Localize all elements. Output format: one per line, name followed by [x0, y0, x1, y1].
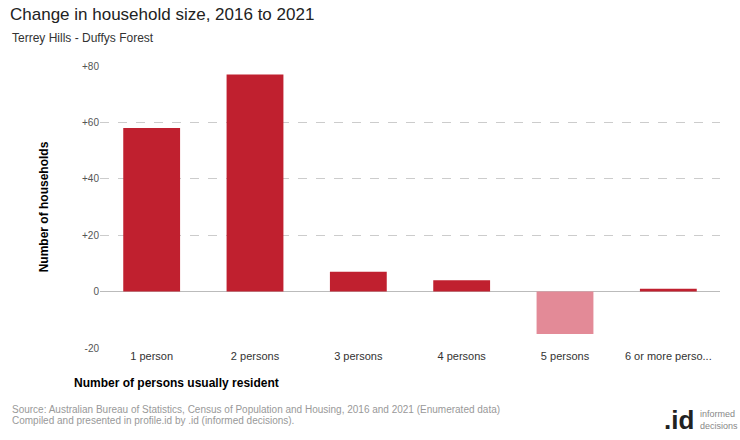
svg-text:3 persons: 3 persons: [334, 350, 383, 362]
svg-text:1 person: 1 person: [130, 350, 173, 362]
svg-text:2 persons: 2 persons: [231, 350, 280, 362]
svg-text:5 persons: 5 persons: [541, 350, 590, 362]
svg-text:6 or more perso...: 6 or more perso...: [625, 350, 712, 362]
svg-text:Terrey Hills - Duffys Forest: Terrey Hills - Duffys Forest: [12, 31, 154, 45]
svg-text:Compiled and presented in prof: Compiled and presented in profile.id by …: [12, 415, 294, 426]
svg-text:.id: .id: [664, 405, 694, 435]
svg-text:+80: +80: [82, 61, 99, 72]
svg-text:+60: +60: [82, 117, 99, 128]
svg-text:0: 0: [93, 286, 99, 297]
svg-text:Number of households: Number of households: [37, 141, 51, 272]
svg-text:Change in household size, 2016: Change in household size, 2016 to 2021: [10, 5, 314, 24]
svg-text:informeddecisions: informeddecisions: [700, 409, 738, 431]
svg-text:+20: +20: [82, 230, 99, 241]
svg-text:Source: Australian Bureau of S: Source: Australian Bureau of Statistics,…: [12, 404, 500, 415]
svg-text:4 persons: 4 persons: [438, 350, 487, 362]
svg-text:+40: +40: [82, 173, 99, 184]
svg-text:-20: -20: [85, 343, 100, 354]
svg-text:Number of persons usually resi: Number of persons usually resident: [74, 376, 279, 390]
